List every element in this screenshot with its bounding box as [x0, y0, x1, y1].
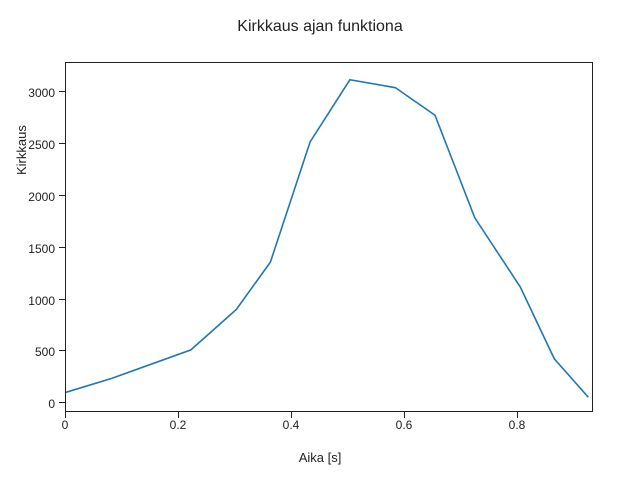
x-axis-label: Aika [s]: [0, 450, 640, 465]
chart-title: Kirkkaus ajan funktiona: [0, 18, 640, 36]
data-line-svg: [66, 63, 594, 413]
x-tick-3: 0.6: [384, 418, 424, 432]
y-tick-3000: 3000: [0, 86, 55, 100]
kirkkaus-line: [66, 80, 588, 397]
y-tick-500: 500: [0, 345, 55, 359]
chart-container: Kirkkaus ajan funktiona Kirkkaus Aika [s…: [0, 0, 640, 480]
y-tick-0: 0: [0, 397, 55, 411]
y-tick-1000: 1000: [0, 294, 55, 308]
plot-area: [65, 62, 593, 412]
x-tick-0: 0: [45, 418, 85, 432]
y-tick-2500: 2500: [0, 138, 55, 152]
y-tick-2000: 2000: [0, 190, 55, 204]
y-tick-1500: 1500: [0, 242, 55, 256]
x-tick-1: 0.2: [158, 418, 198, 432]
x-tick-2: 0.4: [271, 418, 311, 432]
x-tick-4: 0.8: [497, 418, 537, 432]
